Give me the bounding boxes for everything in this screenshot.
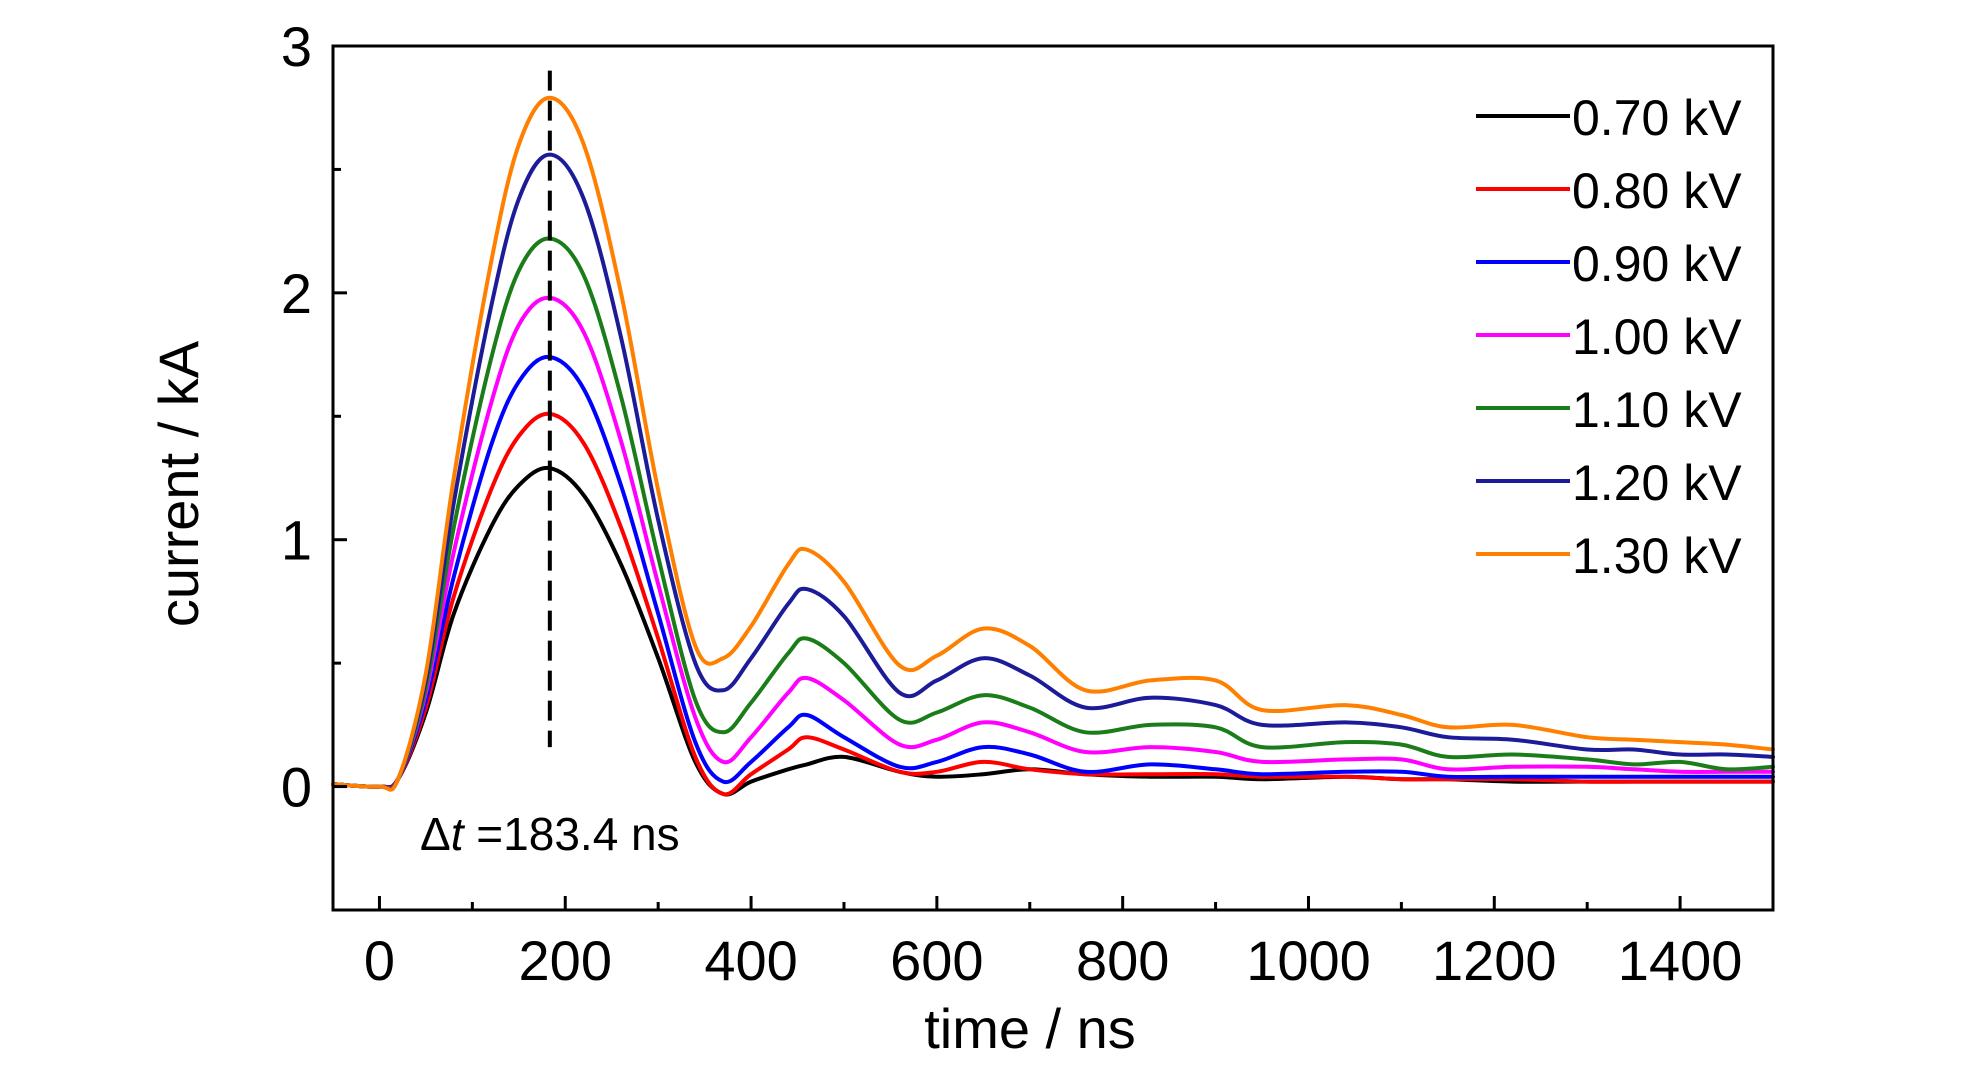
annotation-layer: Δt =183.4 ns <box>420 70 680 860</box>
series-line-1-10-kv <box>331 236 1775 791</box>
delta-variable: t <box>451 808 466 860</box>
plot-frame <box>331 44 1775 912</box>
y-tick-label: 2 <box>281 262 312 325</box>
y-tick-label: 1 <box>281 509 312 572</box>
x-tick-label: 400 <box>704 929 797 992</box>
x-tick-label: 200 <box>519 929 612 992</box>
legend-label: 1.00 kV <box>1572 309 1742 365</box>
x-tick-label: 1000 <box>1246 929 1371 992</box>
y-axis-label: current / kA <box>147 340 210 627</box>
series-line-0-90-kv <box>331 354 1775 790</box>
legend-label: 1.30 kV <box>1572 528 1742 584</box>
series-line-1-00-kv <box>331 295 1775 791</box>
legend-label: 0.70 kV <box>1572 90 1742 146</box>
x-axis-label: time / ns <box>924 997 1136 1060</box>
delta-value: =183.4 ns <box>464 808 680 860</box>
legend: 0.70 kV 0.80 kV 0.90 kV 1.00 kV 1.10 kV 1.20 … <box>1476 90 1742 584</box>
x-tick-label: 800 <box>1076 929 1169 992</box>
x-tick-label: 1400 <box>1618 929 1743 992</box>
y-tick-label: 0 <box>281 756 312 819</box>
legend-label: 0.90 kV <box>1572 236 1742 292</box>
legend-label: 1.10 kV <box>1572 382 1742 438</box>
series-line-0-80-kv <box>331 411 1775 797</box>
y-tick-label: 3 <box>281 15 312 78</box>
axis-layer: 0 200 400 600 800 1000 1200 1400 0 1 2 3 <box>281 15 1743 992</box>
x-tick-label: 1200 <box>1432 929 1557 992</box>
x-tick-label: 0 <box>364 929 395 992</box>
legend-label: 0.80 kV <box>1572 163 1742 219</box>
x-tick-label: 600 <box>890 929 983 992</box>
series-layer <box>331 95 1775 797</box>
series-line-1-20-kv <box>331 152 1775 792</box>
series-line-1-30-kv <box>331 95 1775 792</box>
legend-label: 1.20 kV <box>1572 455 1742 511</box>
delta-symbol: Δ <box>420 808 451 860</box>
delta-t-annotation: Δt =183.4 ns <box>420 808 680 860</box>
